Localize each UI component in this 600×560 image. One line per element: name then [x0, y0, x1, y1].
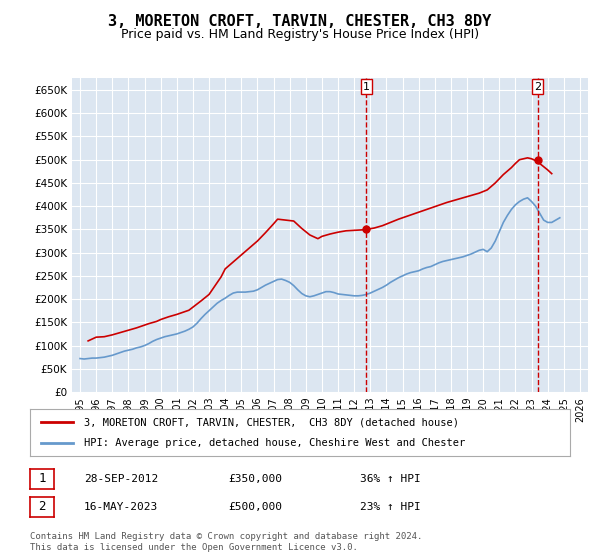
Text: 2: 2	[534, 82, 541, 91]
Text: 1: 1	[38, 472, 46, 486]
Text: 36% ↑ HPI: 36% ↑ HPI	[360, 474, 421, 484]
Text: 2: 2	[38, 500, 46, 514]
Text: Contains HM Land Registry data © Crown copyright and database right 2024.
This d: Contains HM Land Registry data © Crown c…	[30, 532, 422, 552]
Text: HPI: Average price, detached house, Cheshire West and Chester: HPI: Average price, detached house, Ches…	[84, 438, 465, 448]
Text: £500,000: £500,000	[228, 502, 282, 512]
Text: 23% ↑ HPI: 23% ↑ HPI	[360, 502, 421, 512]
Text: 3, MORETON CROFT, TARVIN, CHESTER,  CH3 8DY (detached house): 3, MORETON CROFT, TARVIN, CHESTER, CH3 8…	[84, 417, 459, 427]
Text: 28-SEP-2012: 28-SEP-2012	[84, 474, 158, 484]
Text: Price paid vs. HM Land Registry's House Price Index (HPI): Price paid vs. HM Land Registry's House …	[121, 28, 479, 41]
Text: £350,000: £350,000	[228, 474, 282, 484]
Text: 16-MAY-2023: 16-MAY-2023	[84, 502, 158, 512]
Text: 3, MORETON CROFT, TARVIN, CHESTER, CH3 8DY: 3, MORETON CROFT, TARVIN, CHESTER, CH3 8…	[109, 14, 491, 29]
Text: 1: 1	[363, 82, 370, 91]
